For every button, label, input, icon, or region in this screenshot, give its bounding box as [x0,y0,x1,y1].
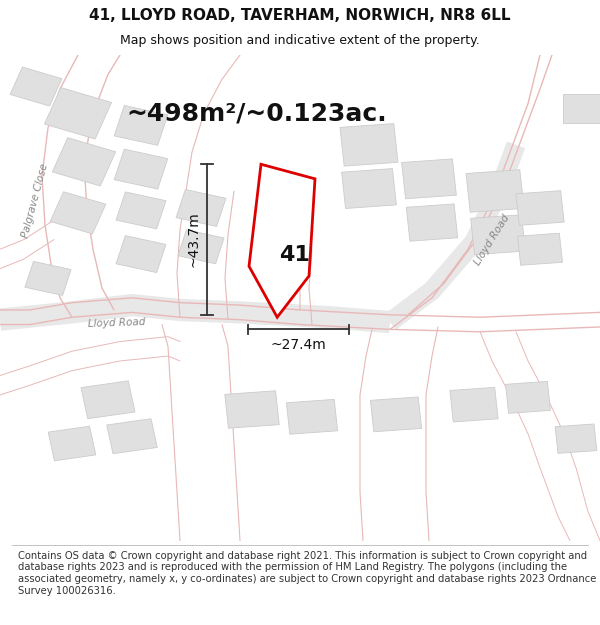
Polygon shape [341,169,397,209]
Polygon shape [52,138,116,186]
Polygon shape [50,192,106,234]
Polygon shape [516,191,564,225]
Text: Contains OS data © Crown copyright and database right 2021. This information is : Contains OS data © Crown copyright and d… [18,551,596,596]
Polygon shape [107,419,157,454]
Text: ~498m²/~0.123ac.: ~498m²/~0.123ac. [126,101,386,125]
Polygon shape [48,426,96,461]
Polygon shape [563,94,600,123]
Polygon shape [10,67,62,106]
Polygon shape [44,88,112,139]
Polygon shape [225,391,279,428]
Text: Palgrave Close: Palgrave Close [20,162,50,239]
Polygon shape [340,124,398,166]
Text: 41: 41 [279,245,310,265]
Polygon shape [116,236,166,272]
Polygon shape [450,388,498,422]
Polygon shape [466,170,524,212]
Polygon shape [406,204,458,241]
Polygon shape [555,424,597,453]
Polygon shape [401,159,457,199]
Polygon shape [114,106,168,146]
Polygon shape [176,189,226,226]
Polygon shape [114,149,168,189]
Polygon shape [370,397,422,432]
Polygon shape [116,192,166,229]
Polygon shape [25,261,71,296]
Text: ~43.7m: ~43.7m [187,212,201,268]
Polygon shape [81,381,135,419]
Polygon shape [249,164,315,318]
Polygon shape [470,215,526,254]
Text: ~27.4m: ~27.4m [271,338,326,352]
Polygon shape [518,233,562,265]
Text: Lloyd Road: Lloyd Road [88,317,146,329]
Text: Map shows position and indicative extent of the property.: Map shows position and indicative extent… [120,34,480,47]
Polygon shape [286,399,338,434]
Polygon shape [506,381,550,413]
Polygon shape [178,230,224,264]
Text: 41, LLOYD ROAD, TAVERHAM, NORWICH, NR8 6LL: 41, LLOYD ROAD, TAVERHAM, NORWICH, NR8 6… [89,8,511,23]
Text: Lloyd Road: Lloyd Road [472,213,512,267]
